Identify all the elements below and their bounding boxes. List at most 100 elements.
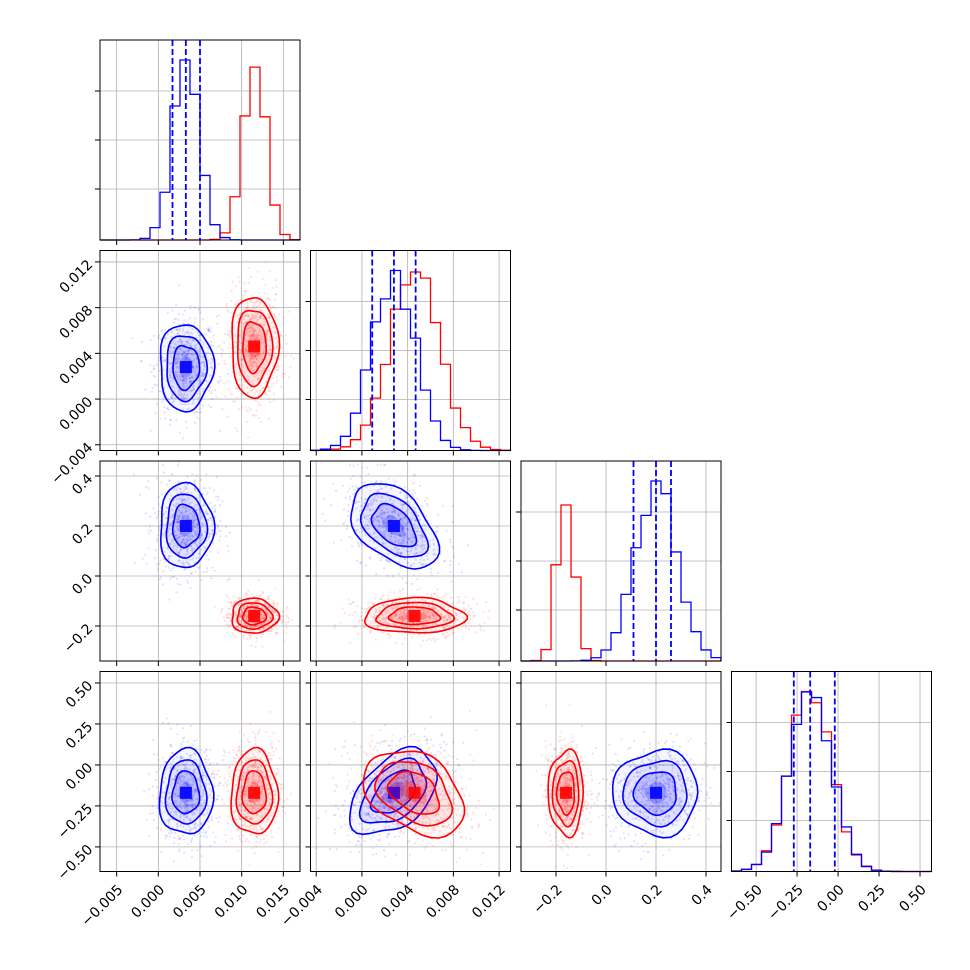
scatter-point-B	[240, 298, 243, 301]
scatter-point-A	[207, 826, 211, 829]
scatter-point-B	[442, 605, 445, 608]
scatter-point-A	[195, 416, 198, 419]
scatter-point-B	[243, 624, 246, 627]
scatter-point-A	[425, 515, 428, 518]
scatter-point-B	[236, 321, 239, 324]
scatter-point-A	[191, 803, 194, 806]
scatter-point-B	[434, 618, 437, 621]
scatter-point-A	[403, 503, 406, 506]
scatter-point-A	[169, 766, 173, 769]
scatter-point-B	[279, 385, 282, 388]
scatter-point-B	[235, 303, 238, 306]
scatter-point-B	[251, 324, 254, 327]
scatter-point-B	[377, 625, 380, 628]
scatter-point-A	[178, 824, 181, 828]
scatter-point-A	[196, 544, 199, 547]
scatter-point-A	[191, 790, 194, 793]
scatter-point-A	[449, 538, 452, 541]
scatter-point-B	[238, 280, 241, 283]
scatter-point-B	[356, 605, 359, 608]
scatter-point-B	[246, 305, 249, 309]
scatter-point-A	[181, 538, 184, 541]
scatter-point-B	[235, 362, 238, 365]
scatter-point-A	[169, 780, 173, 783]
scatter-point-A	[177, 528, 180, 531]
scatter-point-A	[156, 513, 160, 517]
scatter-point-B	[391, 622, 394, 626]
scatter-point-A	[193, 752, 196, 755]
scatter-point-A	[217, 524, 220, 527]
scatter-point-A	[198, 804, 201, 807]
scatter-point-A	[379, 487, 382, 490]
scatter-point-A	[189, 773, 192, 776]
scatter-point-A	[347, 510, 350, 513]
scatter-point-B	[479, 626, 483, 629]
scatter-point-A	[209, 406, 213, 409]
scatter-point-A	[176, 823, 179, 826]
scatter-point-A	[185, 513, 188, 516]
scatter-point-B	[274, 279, 278, 282]
scatter-point-A	[195, 411, 198, 414]
scatter-point-A	[173, 346, 176, 349]
scatter-point-A	[352, 493, 355, 496]
scatter-point-B	[272, 600, 275, 603]
scatter-point-A	[176, 805, 179, 808]
scatter-point-B	[443, 627, 446, 630]
scatter-point-A	[184, 331, 187, 334]
scatter-point-A	[179, 543, 182, 546]
scatter-point-A	[193, 782, 196, 785]
scatter-point-B	[421, 639, 425, 642]
scatter-point-A	[184, 806, 187, 809]
scatter-point-B	[249, 626, 252, 629]
scatter-point-A	[149, 429, 153, 432]
scatter-point-A	[185, 377, 188, 381]
scatter-point-A	[182, 838, 186, 841]
scatter-point-A	[228, 577, 231, 580]
scatter-point-B	[253, 329, 256, 332]
scatter-point-B	[379, 597, 382, 600]
scatter-point-A	[194, 374, 197, 378]
scatter-point-B	[260, 357, 263, 361]
scatter-point-A	[187, 780, 190, 783]
scatter-point-A	[201, 390, 205, 393]
scatter-point-A	[140, 360, 143, 363]
scatter-point-B	[249, 353, 252, 356]
scatter-point-A	[365, 508, 368, 511]
scatter-point-B	[452, 628, 455, 631]
scatter-point-B	[264, 608, 267, 611]
scatter-point-B	[371, 602, 374, 605]
scatter-point-B	[360, 619, 364, 622]
scatter-point-A	[418, 484, 421, 487]
scatter-point-A	[389, 497, 392, 501]
scatter-point-A	[200, 798, 203, 801]
scatter-point-B	[212, 334, 216, 337]
scatter-point-B	[248, 364, 251, 367]
scatter-point-A	[366, 524, 369, 527]
scatter-point-B	[227, 330, 231, 333]
scatter-point-A	[190, 512, 193, 515]
scatter-point-A	[216, 526, 219, 530]
scatter-point-A	[205, 493, 208, 496]
scatter-point-B	[462, 601, 465, 604]
scatter-point-B	[254, 802, 257, 806]
scatter-point-B	[391, 600, 395, 604]
scatter-point-A	[421, 534, 424, 538]
scatter-point-B	[442, 617, 446, 620]
scatter-point-A	[182, 498, 186, 501]
scatter-point-A	[187, 562, 191, 565]
scatter-point-A	[451, 520, 454, 524]
scatter-point-B	[354, 610, 357, 614]
scatter-point-B	[275, 332, 278, 335]
scatter-point-B	[393, 591, 396, 594]
scatter-point-A	[179, 487, 182, 491]
scatter-point-B	[249, 275, 253, 279]
scatter-point-A	[181, 737, 184, 740]
scatter-point-A	[182, 532, 185, 535]
scatter-point-A	[177, 357, 180, 360]
scatter-point-A	[178, 848, 181, 851]
scatter-point-A	[182, 564, 185, 567]
scatter-point-A	[169, 783, 172, 787]
scatter-point-A	[164, 358, 167, 361]
scatter-point-B	[258, 301, 262, 305]
scatter-point-B	[263, 603, 266, 606]
